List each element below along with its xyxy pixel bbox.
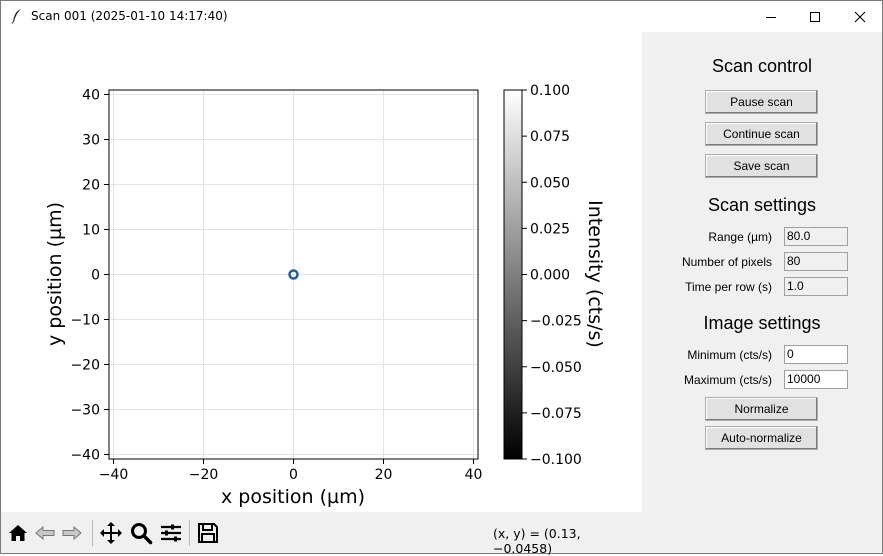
y-tick-label: −10 xyxy=(70,313,100,329)
title-bar: Scan 001 (2025-01-10 14:17:40) xyxy=(1,1,882,32)
forward-arrow-icon xyxy=(62,525,82,541)
data-points xyxy=(288,269,299,280)
auto-normalize-button[interactable]: Auto-normalize xyxy=(705,426,818,450)
save-figure-button[interactable] xyxy=(195,520,221,546)
y-axis-label: y position (µm) xyxy=(44,202,66,346)
toolbar-separator xyxy=(189,520,190,546)
window-title: Scan 001 (2025-01-10 14:17:40) xyxy=(31,9,228,23)
scan-settings-title: Scan settings xyxy=(707,195,817,215)
x-tick-label: −40 xyxy=(99,467,129,483)
pause-scan-button[interactable]: Pause scan xyxy=(705,90,818,114)
colorbar xyxy=(503,89,523,460)
range-label: Range (µm) xyxy=(708,230,772,244)
scatter-point xyxy=(288,269,299,280)
zoom-icon xyxy=(131,523,153,545)
x-axis-label: x position (µm) xyxy=(221,486,365,508)
x-tick-label: −20 xyxy=(189,467,219,483)
y-tick-label: 20 xyxy=(82,178,100,194)
y-tick-label: 10 xyxy=(82,223,100,239)
x-tick-label: 40 xyxy=(465,467,483,483)
x-tick-label: 0 xyxy=(289,467,298,483)
minimize-button[interactable] xyxy=(748,1,794,32)
toolbar-separator xyxy=(92,520,93,546)
scan-chart: −40 −20 0 20 40 40 30 20 10 0 −10 −20 −30 −40 x posi… xyxy=(44,83,606,508)
back-button[interactable] xyxy=(32,520,58,546)
colorbar-tick-label: 0.000 xyxy=(530,268,570,284)
home-icon xyxy=(9,525,27,541)
minimize-icon xyxy=(766,16,776,18)
continue-scan-button[interactable]: Continue scan xyxy=(705,122,818,146)
maximum-field[interactable]: 10000 xyxy=(784,370,848,389)
pan-icon xyxy=(100,522,122,544)
colorbar-tick-label: 0.050 xyxy=(530,175,570,191)
maximize-icon xyxy=(810,11,820,22)
home-button[interactable] xyxy=(5,520,31,546)
pixels-label: Number of pixels xyxy=(681,255,772,269)
save-scan-button[interactable]: Save scan xyxy=(705,154,818,178)
configure-subplots-button[interactable] xyxy=(158,520,184,546)
pan-button[interactable] xyxy=(98,520,124,546)
time-per-row-label: Time per row (s) xyxy=(685,280,772,294)
maximum-label: Maximum (cts/s) xyxy=(684,373,772,387)
feather-icon xyxy=(11,9,21,24)
close-button[interactable] xyxy=(837,1,883,32)
y-tick-label: −30 xyxy=(70,403,100,419)
configure-subplots-icon xyxy=(161,524,181,542)
colorbar-tick-label: 0.100 xyxy=(530,83,570,99)
colorbar-tick-label: −0.075 xyxy=(530,406,582,422)
minimum-field[interactable]: 0 xyxy=(784,345,848,364)
colorbar-tick-label: 0.025 xyxy=(530,221,570,237)
time-per-row-field[interactable]: 1.0 xyxy=(784,277,848,296)
y-tick-label: 30 xyxy=(82,133,100,149)
colorbar-tick-label: −0.050 xyxy=(530,360,582,376)
normalize-button[interactable]: Normalize xyxy=(705,397,818,421)
y-tick-label: 0 xyxy=(91,268,100,284)
back-arrow-icon xyxy=(35,525,55,541)
maximize-button[interactable] xyxy=(792,1,838,32)
y-tick-label: 40 xyxy=(82,88,100,104)
range-field[interactable]: 80.0 xyxy=(784,227,848,246)
colorbar-tick-label: −0.025 xyxy=(530,314,582,330)
cursor-coordinates: (x, y) = (0.13, −0.0458) xyxy=(493,526,581,556)
forward-button[interactable] xyxy=(59,520,85,546)
y-tick-label: −20 xyxy=(70,358,100,374)
zoom-button[interactable] xyxy=(128,520,154,546)
colorbar-ticks: 0.100 0.075 0.050 0.025 0.000 −0.025 −0.050 −0.… xyxy=(522,83,582,468)
close-icon xyxy=(854,11,866,22)
colorbar-tick-label: −0.100 xyxy=(530,452,582,468)
colorbar-label: Intensity (cts/s) xyxy=(584,200,606,348)
control-panel: Scan control Pause scan Continue scan Sa… xyxy=(642,32,882,553)
save-icon xyxy=(198,523,218,543)
minimum-label: Minimum (cts/s) xyxy=(687,348,772,362)
scan-control-title: Scan control xyxy=(711,56,813,76)
y-tick-label: −40 xyxy=(70,448,100,464)
y-axis-ticks: 40 30 20 10 0 −10 −20 −30 −40 xyxy=(70,88,109,464)
image-settings-title: Image settings xyxy=(703,313,821,333)
x-tick-label: 20 xyxy=(375,467,393,483)
pixels-field[interactable]: 80 xyxy=(784,252,848,271)
grid-lines xyxy=(109,90,478,459)
colorbar-tick-label: 0.075 xyxy=(530,129,570,145)
navigation-toolbar: (x, y) = (0.13, −0.0458) xyxy=(1,512,642,556)
x-axis-ticks: −40 −20 0 20 40 xyxy=(99,459,483,483)
plot-canvas[interactable]: −40 −20 0 20 40 40 30 20 10 0 −10 −20 −30 −40 x posi… xyxy=(1,32,642,512)
